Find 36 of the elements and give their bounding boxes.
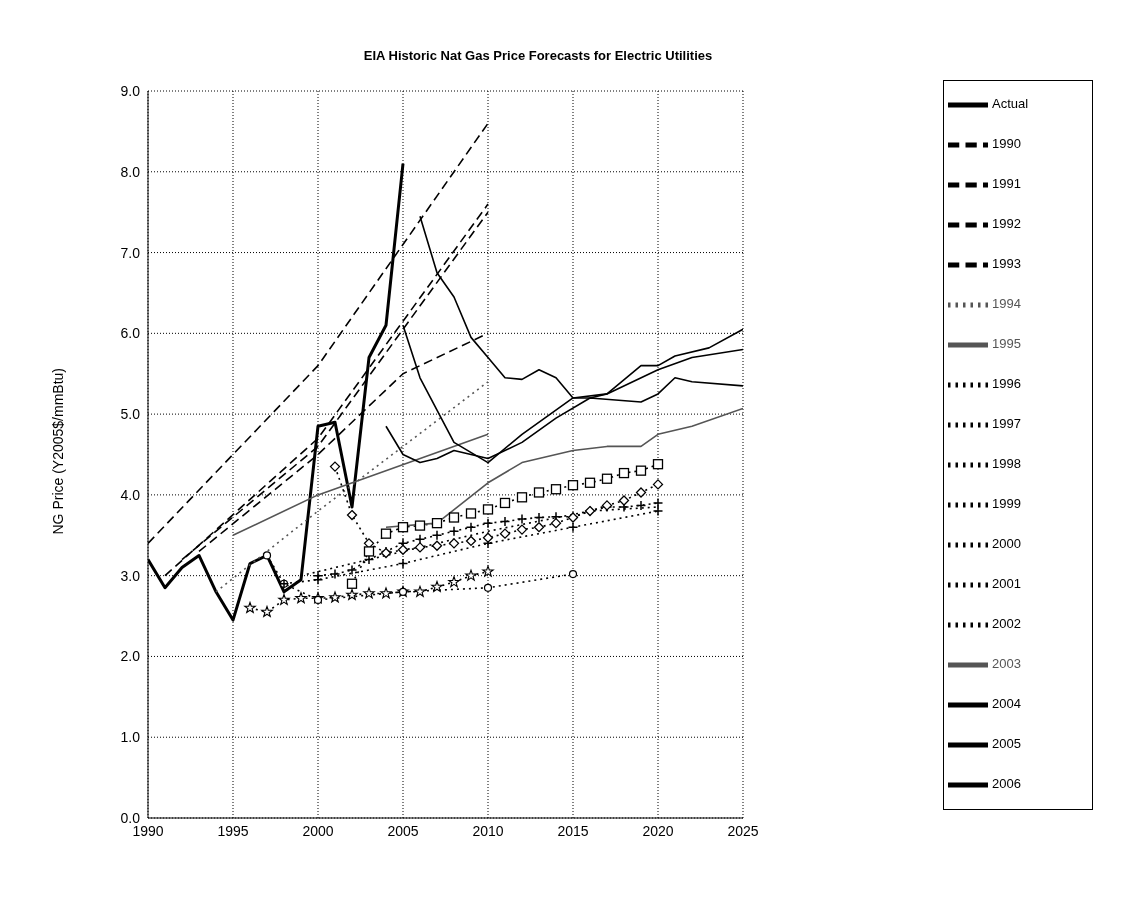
y-tick-label: 9.0 (120, 82, 141, 99)
legend-label: 2006 (992, 776, 1021, 792)
y-tick-label: 3.0 (120, 567, 141, 584)
legend-label: 2001 (992, 576, 1021, 592)
y-axis-title: NG Price (Y2005$/mmBtu) (49, 368, 66, 535)
x-tick-label: 2005 (387, 822, 419, 839)
legend-label: 1999 (992, 496, 1021, 512)
y-tick-label: 5.0 (120, 406, 141, 423)
legend-label: 2003 (992, 656, 1021, 672)
y-tick-label: 4.0 (120, 486, 141, 503)
legend-label: 1995 (992, 336, 1021, 352)
x-tick-label: 2025 (727, 822, 759, 839)
legend-label: 1992 (992, 216, 1021, 232)
legend-label: 1998 (992, 456, 1021, 472)
y-tick-label: 2.0 (120, 648, 141, 665)
legend-label: 2005 (992, 736, 1021, 752)
legend-label: 1993 (992, 256, 1021, 272)
chart-title: EIA Historic Nat Gas Price Forecasts for Electric Utilities (362, 48, 714, 63)
x-tick-label: 2020 (642, 822, 674, 839)
legend-label: Actual (992, 96, 1029, 112)
legend-label: 1996 (992, 376, 1021, 392)
legend-label: 1997 (992, 416, 1021, 432)
y-tick-label: 8.0 (120, 163, 141, 180)
legend-label: 1991 (992, 176, 1021, 192)
legend-label: 2000 (992, 536, 1021, 552)
x-tick-label: 1995 (217, 822, 249, 839)
y-tick-label: 6.0 (120, 325, 141, 342)
x-tick-label: 2010 (472, 822, 504, 839)
y-tick-label: 1.0 (120, 729, 141, 746)
legend-label: 1990 (992, 136, 1021, 152)
legend-label: 1994 (992, 296, 1021, 312)
x-tick-label: 2015 (557, 822, 589, 839)
x-tick-label: 2000 (302, 822, 334, 839)
y-tick-label: 7.0 (120, 244, 141, 261)
legend-label: 2004 (992, 696, 1021, 712)
legend-label: 2002 (992, 616, 1021, 632)
